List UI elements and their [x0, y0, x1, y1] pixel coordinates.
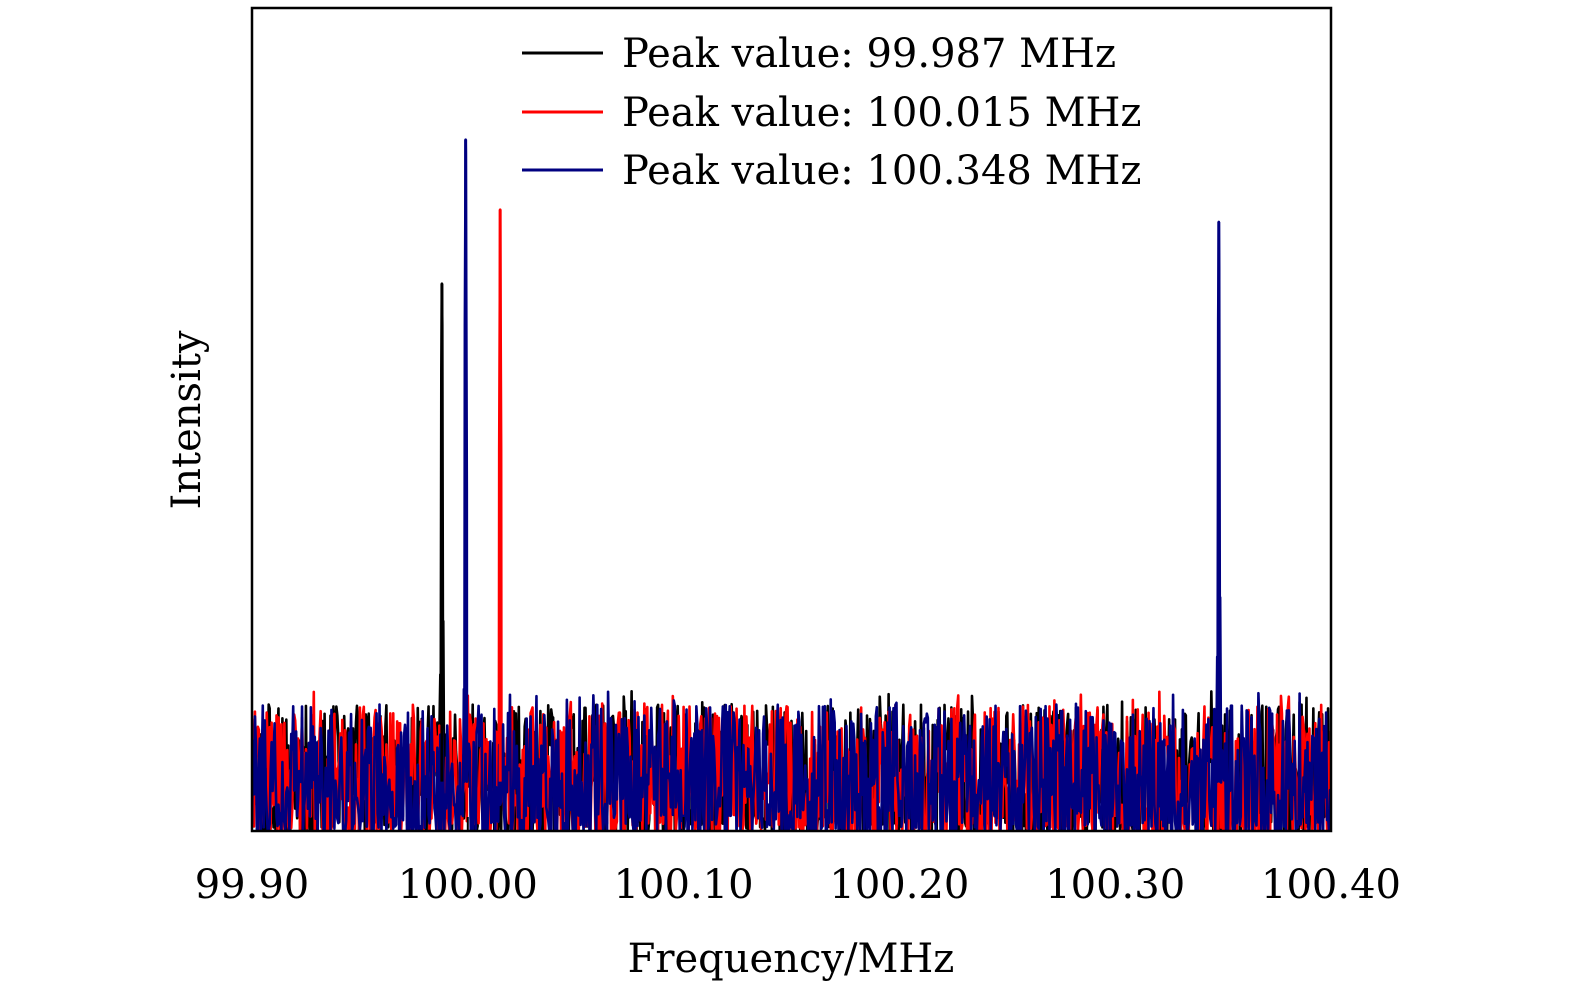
- x-tick-label: 99.90: [195, 862, 310, 908]
- y-axis-title: Intensity: [164, 330, 210, 509]
- legend-entry-3: Peak value: 100.348 MHz: [622, 148, 1142, 194]
- x-tick-label: 100.30: [1045, 862, 1185, 908]
- x-axis-title: Frequency/MHz: [628, 936, 955, 982]
- x-tick-label: 100.00: [398, 862, 538, 908]
- legend: Peak value: 99.987 MHz Peak value: 100.01…: [522, 31, 1142, 194]
- legend-entry-2: Peak value: 100.015 MHz: [622, 90, 1142, 136]
- x-tick-label: 100.10: [614, 862, 754, 908]
- series-line-3: [252, 138, 1331, 831]
- x-tick-label: 100.20: [829, 862, 969, 908]
- plot-frame: [250, 6, 1333, 833]
- x-tick-label: 100.40: [1261, 862, 1401, 908]
- series-layer: [252, 138, 1331, 831]
- x-axis: 99.90 100.00 100.10 100.20 100.30 100.40: [195, 817, 1401, 908]
- legend-entry-1: Peak value: 99.987 MHz: [622, 31, 1116, 77]
